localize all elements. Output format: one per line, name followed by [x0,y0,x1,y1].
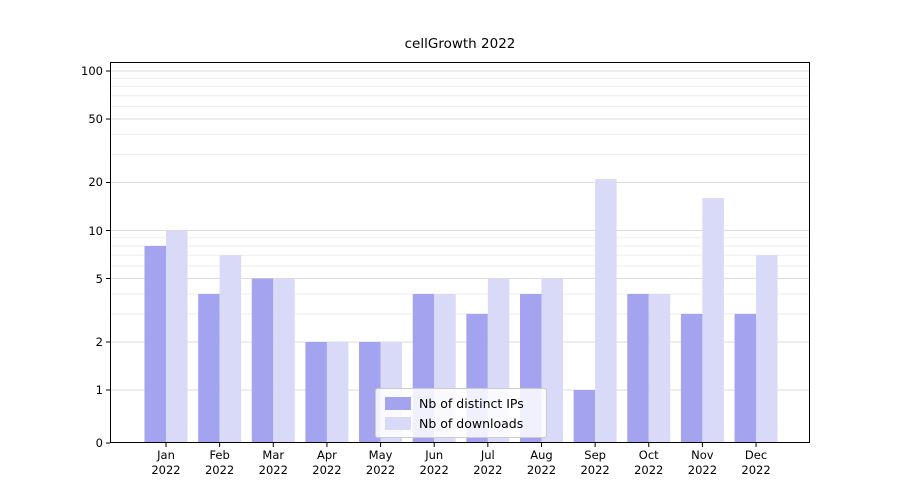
x-tick-label-sep: Sep 2022 [565,448,625,478]
bar-downloads-Sep [595,179,617,443]
y-tick-label-100: 100 [81,64,103,78]
x-tick-month: Nov [691,448,714,462]
legend-row-distinct-ips: Nb of distinct IPs [385,396,537,411]
x-tick-label-jun: Jun 2022 [404,448,464,478]
bar-distinct-ips-Jan [144,245,166,443]
bar-distinct-ips-Apr [305,341,327,443]
x-tick-year: 2022 [741,463,771,477]
x-tick-label-may: May 2022 [351,448,411,478]
bar-distinct-ips-Oct [627,293,649,443]
x-tick-month: Jan [157,448,175,462]
legend-swatch-downloads [385,416,411,430]
x-tick-month: Sep [584,448,606,462]
x-tick-month: May [368,448,393,462]
bar-distinct-ips-Sep [573,390,596,443]
y-tick-label-1: 1 [95,383,103,397]
y-tick-label-0: 0 [95,436,103,450]
legend-label-downloads: Nb of downloads [419,415,524,431]
x-tick-year: 2022 [473,463,503,477]
y-tick-label-20: 20 [88,175,103,190]
x-tick-year: 2022 [580,463,610,477]
x-tick-month: Oct [638,448,659,462]
x-tick-month: Jun [425,448,444,462]
plot-frame [110,62,810,443]
y-tick-label-10: 10 [88,223,103,238]
x-tick-year: 2022 [365,463,396,477]
y-tick-label-50: 50 [88,112,103,126]
y-tick-label-2: 2 [95,334,103,349]
x-tick-year: 2022 [258,463,288,477]
x-tick-month: Dec [744,448,768,462]
legend: Nb of distinct IPs Nb of downloads [375,388,547,438]
x-tick-label-jan: Jan 2022 [136,448,196,478]
x-tick-month: Mar [262,448,285,462]
x-tick-label-aug: Aug 2022 [511,448,571,478]
x-tick-year: 2022 [151,463,181,477]
x-tick-year: 2022 [526,463,557,477]
x-tick-label-feb: Feb 2022 [190,448,250,478]
legend-label-distinct-ips: Nb of distinct IPs [419,395,524,411]
bar-downloads-Dec [756,255,778,443]
x-tick-year: 2022 [312,463,342,477]
y-tick-label-5: 5 [95,271,103,286]
bar-downloads-Apr [326,341,349,443]
bar-downloads-Feb [219,255,242,443]
bar-downloads-Nov [702,197,724,443]
bar-distinct-ips-Nov [680,313,703,443]
x-tick-month: Apr [316,448,337,462]
x-tick-year: 2022 [634,463,664,477]
bar-downloads-Mar [273,278,295,443]
x-tick-label-oct: Oct 2022 [619,448,679,478]
x-tick-month: Jul [480,448,495,462]
x-tick-month: Feb [209,448,230,462]
x-tick-year: 2022 [204,463,235,477]
chart-title: cellGrowth 2022 [404,36,516,52]
x-tick-year: 2022 [687,463,718,477]
x-tick-year: 2022 [419,463,449,477]
x-tick-label-mar: Mar 2022 [243,448,303,478]
legend-row-downloads: Nb of downloads [385,416,537,431]
bar-distinct-ips-Feb [198,293,220,443]
legend-swatch-distinct-ips [385,396,411,410]
x-tick-label-nov: Nov 2022 [672,448,732,478]
x-tick-label-jul: Jul 2022 [458,448,518,478]
bar-downloads-Oct [648,293,671,443]
bar-distinct-ips-Dec [734,313,757,443]
x-tick-label-dec: Dec 2022 [726,448,786,478]
x-tick-label-apr: Apr 2022 [297,448,357,478]
x-tick-month: Aug [530,448,553,462]
bar-distinct-ips-Mar [251,278,274,443]
bar-downloads-Jan [166,230,188,443]
